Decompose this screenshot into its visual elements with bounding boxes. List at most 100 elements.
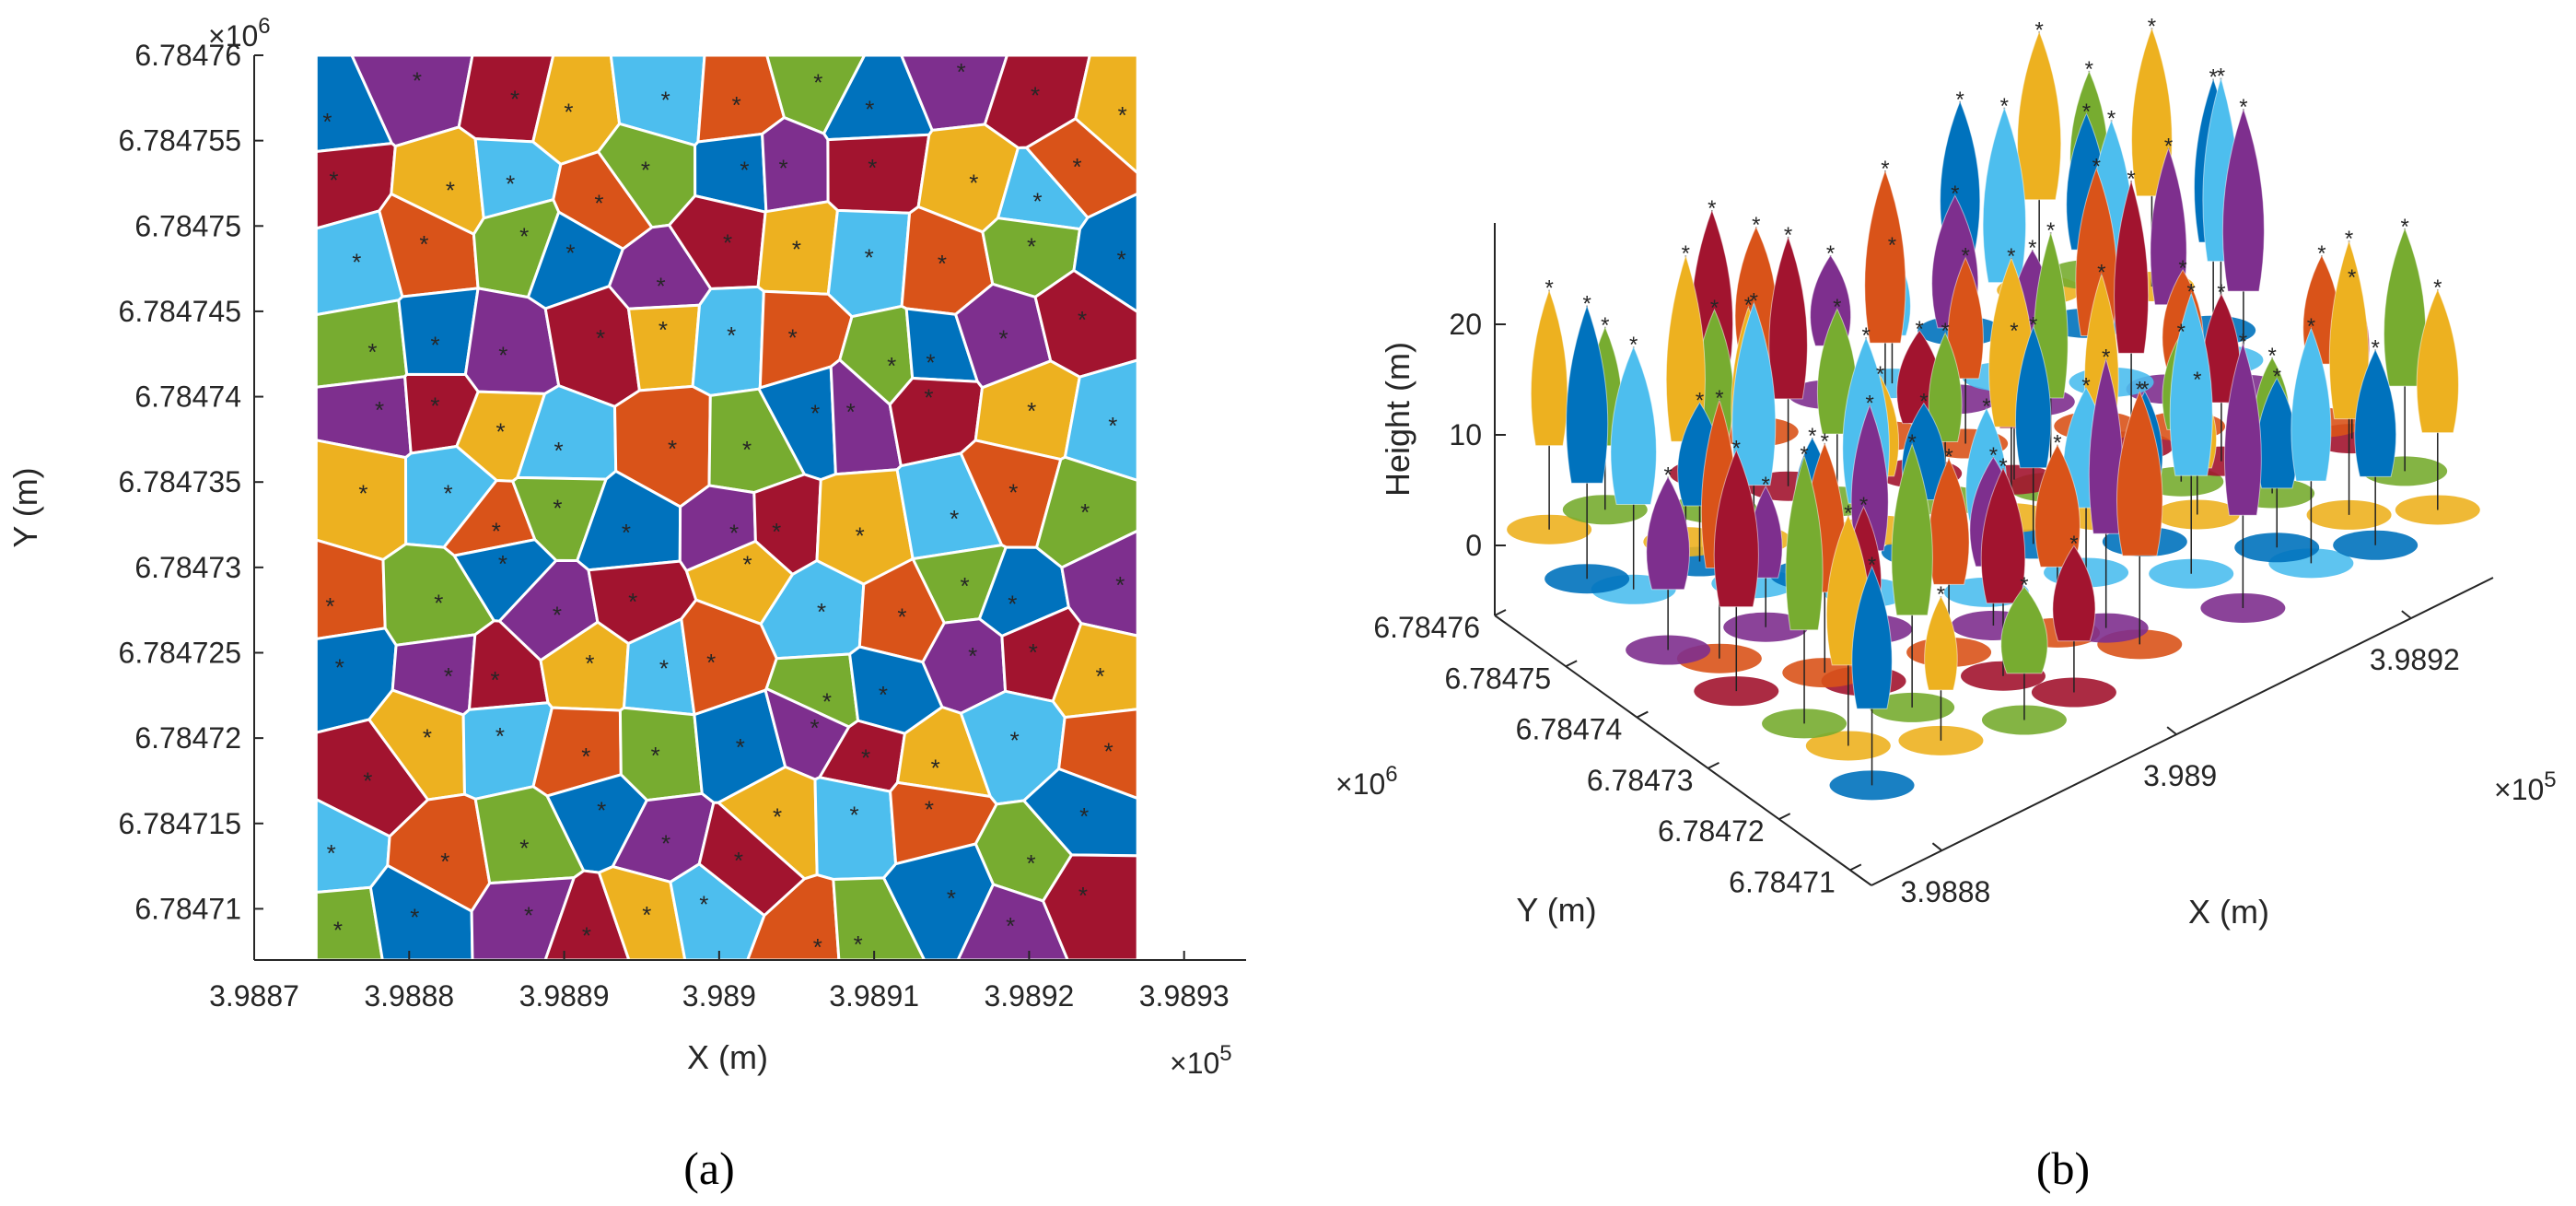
treetop-marker: * <box>444 479 453 507</box>
treetop-marker: * <box>1008 479 1018 507</box>
treetop-marker-3d: * <box>1961 244 1969 269</box>
treetop-marker-3d: * <box>1833 295 1841 320</box>
treetop-marker: * <box>367 338 377 366</box>
b-x-ticks: 3.9888 3.989 3.9892 <box>1900 610 2460 908</box>
treetop-marker-3d: * <box>2069 532 2078 556</box>
a-y-tick-label: 6.784715 <box>119 807 241 840</box>
treetop-marker-3d: * <box>2102 345 2110 369</box>
treetop-marker: * <box>788 324 798 352</box>
treetop-marker: * <box>1079 802 1089 830</box>
tree-crown <box>1530 288 1568 447</box>
treetop-marker-3d: * <box>1800 442 1808 467</box>
treetop-marker-3d: * <box>2177 320 2186 345</box>
treetop-marker: * <box>792 236 801 263</box>
treetop-marker: * <box>699 890 708 918</box>
a-x-tick-label: 3.989 <box>682 979 756 1013</box>
treetop-marker-3d: * <box>2082 100 2091 124</box>
treetop-marker: * <box>656 273 665 300</box>
treetop-marker-3d: * <box>1808 424 1816 449</box>
a-x-tick-label: 3.9892 <box>984 979 1074 1013</box>
b-x-tick-label: 3.9888 <box>1900 875 1990 908</box>
b-y-tick <box>1636 710 1649 719</box>
treetop-marker: * <box>440 848 449 875</box>
treetop-marker-3d: * <box>2239 95 2247 120</box>
treetop-marker-3d: * <box>2217 280 2225 305</box>
treetop-marker-3d: * <box>1682 241 1690 266</box>
tree-crown <box>2131 26 2173 197</box>
a-x-tick-label: 3.9893 <box>1139 979 1230 1013</box>
treetop-marker: * <box>423 723 432 751</box>
treetop-marker-3d: * <box>1663 463 1672 488</box>
treetop-marker: * <box>865 243 874 271</box>
treetop-marker: * <box>772 518 781 545</box>
tree-crown <box>1980 466 2026 604</box>
treetop-marker-3d: * <box>2400 215 2408 240</box>
treetop-marker: * <box>325 592 334 620</box>
tree-crown <box>1851 565 1893 709</box>
treetop-marker-3d: * <box>2193 368 2201 392</box>
treetop-marker: * <box>642 901 651 929</box>
b-x-tick-label: 3.9892 <box>2370 643 2460 676</box>
treetop-marker: * <box>375 396 384 424</box>
treetop-marker: * <box>322 108 332 135</box>
treetop-marker: * <box>506 170 515 198</box>
treetop-marker: * <box>327 839 336 867</box>
treetop-marker: * <box>1027 397 1036 425</box>
b-axes <box>1494 223 2494 886</box>
treetop-marker-3d: * <box>2136 378 2144 403</box>
treetop-marker-3d: * <box>2028 236 2036 261</box>
treetop-marker-3d: * <box>1861 323 1870 348</box>
treetop-marker: * <box>565 239 575 266</box>
treetop-marker-3d: * <box>1826 241 1835 266</box>
treetop-marker-3d: * <box>1876 362 1884 387</box>
treetop-marker: * <box>628 588 637 615</box>
treetop-marker-3d: * <box>1582 292 1591 317</box>
treetop-marker-3d: * <box>2127 167 2135 192</box>
treetop-marker-3d: * <box>2164 135 2173 159</box>
treetop-marker-3d: * <box>2085 57 2093 82</box>
treetop-marker: * <box>1008 590 1017 617</box>
a-x-tick-label: 3.9888 <box>364 979 454 1013</box>
treetop-marker: * <box>1104 737 1113 765</box>
tree-crown <box>1928 331 1963 443</box>
crown-segment <box>314 299 409 389</box>
treetop-marker: * <box>510 86 519 113</box>
b-x-tick-label: 3.989 <box>2143 759 2217 792</box>
b-y-axis-line <box>1494 615 1872 886</box>
treetop-marker: * <box>960 572 969 600</box>
treetop-marker: * <box>947 884 956 912</box>
treetop-marker: * <box>651 742 660 769</box>
treetop-marker-3d: * <box>1999 454 2007 479</box>
tree-crown <box>2000 585 2048 674</box>
treetop-marker: * <box>1095 662 1104 690</box>
a-y-axis-label: Y (m) <box>6 467 44 547</box>
treetop-marker: * <box>742 436 752 463</box>
treetop-marker: * <box>1108 412 1117 439</box>
a-y-tick-label: 6.784755 <box>119 124 241 158</box>
b-z-axis-label: Height (m) <box>1379 342 1416 497</box>
treetop-marker: * <box>363 767 372 795</box>
treetop-marker-3d: * <box>1888 233 1896 258</box>
treetop-marker-3d: * <box>2092 155 2101 180</box>
treetop-marker: * <box>856 521 865 549</box>
a-y-tick-label: 6.78471 <box>134 892 241 925</box>
treetop-marker: * <box>333 916 343 943</box>
tree-crown <box>1713 449 1759 608</box>
tree-crown <box>2384 227 2427 387</box>
treetop-marker: * <box>413 67 422 95</box>
treetop-marker: * <box>444 662 453 690</box>
a-y-tick-label: 6.784735 <box>119 465 241 498</box>
treetop-marker: * <box>1080 498 1090 526</box>
treetop-marker: * <box>897 603 906 631</box>
treetop-marker: * <box>1078 306 1087 334</box>
treetop-marker-3d: * <box>1989 443 1998 468</box>
treetop-marker-3d: * <box>1919 390 1928 415</box>
a-y-ticks: 6.78471 6.784715 6.78472 6.784725 6.78473 6.7… <box>119 39 263 925</box>
treetop-marker: * <box>1117 246 1126 274</box>
treetop-marker: * <box>723 228 732 256</box>
treetop-marker-3d: * <box>2034 18 2043 42</box>
treetop-markers-3d: * * * * * * * * * * * * * * * * * * * * * * * * * * * * * * * * * * * * * * * *… <box>1544 14 2442 607</box>
treetop-marker-3d: * <box>1696 389 1704 414</box>
treetop-marker: * <box>661 829 670 857</box>
